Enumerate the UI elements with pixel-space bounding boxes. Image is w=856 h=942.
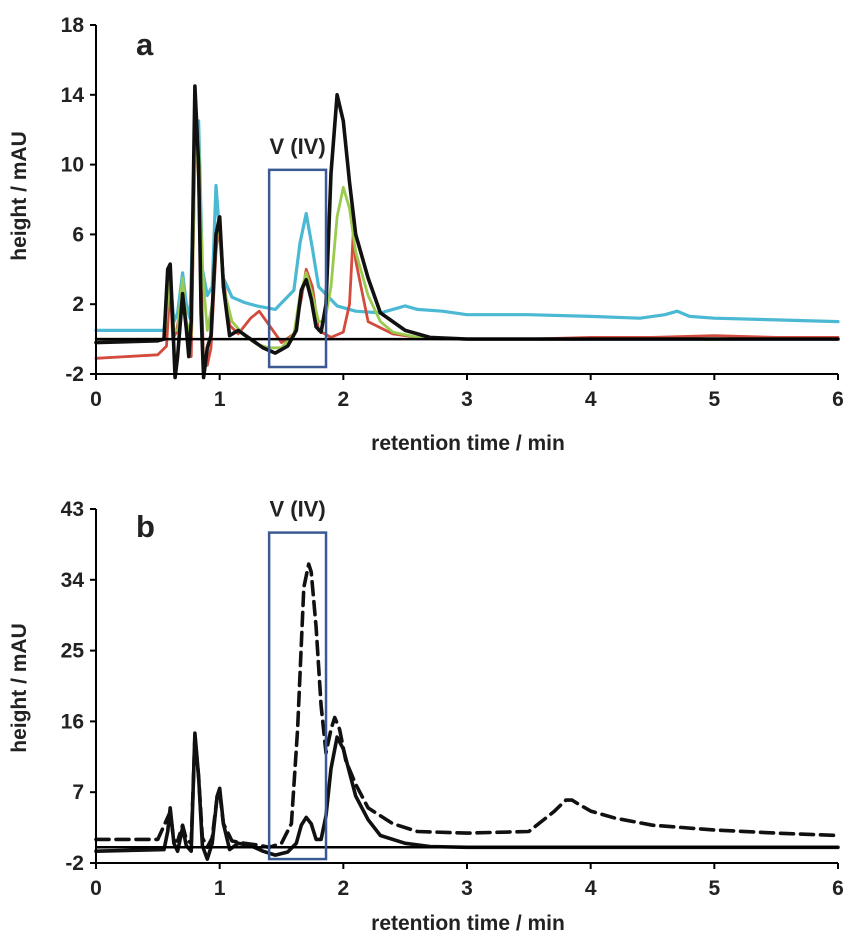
panel-a-y-axis-label: height / mAU bbox=[8, 131, 31, 261]
panel-b-x-axis-label: retention time / min bbox=[371, 912, 565, 935]
panel-a-y-tick-label: 2 bbox=[72, 293, 84, 316]
panel-b-y-tick-label: 7 bbox=[72, 781, 84, 804]
panel-a-x-tick-label: 3 bbox=[461, 388, 473, 411]
panel-a-y-tick-label: 10 bbox=[61, 154, 84, 177]
panel-b-x-tick-label: 3 bbox=[461, 877, 473, 900]
panel-a-y-tick-label: -2 bbox=[65, 363, 84, 386]
panel-a-chart: -2 2 6 10 14 18 0 1 2 3 4 5 6 V (IV) a retention ti… bbox=[8, 14, 844, 455]
panel-a-y-ticks: -2 2 6 10 14 18 bbox=[61, 14, 96, 386]
panel-b-x-tick-label: 6 bbox=[832, 877, 844, 900]
panel-b-y-tick-label: 34 bbox=[61, 569, 85, 592]
panel-a-series-line-4 bbox=[94, 84, 840, 380]
panel-b-x-tick-label: 5 bbox=[708, 877, 720, 900]
panel-b-x-tick-label: 1 bbox=[214, 877, 226, 900]
panel-b-letter: b bbox=[136, 509, 155, 544]
panel-b-x-tick-label: 4 bbox=[585, 877, 597, 900]
panel-a-x-ticks: 0 1 2 3 4 5 6 bbox=[90, 374, 844, 411]
panel-b-x-tick-label: 0 bbox=[90, 877, 102, 900]
panel-b-y-tick-label: 16 bbox=[61, 710, 84, 733]
panel-a-x-tick-label: 1 bbox=[214, 388, 226, 411]
panel-b-series-group bbox=[94, 562, 840, 861]
panel-a-series-line-3 bbox=[94, 137, 840, 350]
panel-a-x-tick-label: 4 bbox=[585, 388, 597, 411]
panel-a-y-tick-label: 14 bbox=[61, 84, 85, 107]
panel-a-x-tick-label: 5 bbox=[708, 388, 720, 411]
panel-b-y-tick-label: 43 bbox=[61, 498, 84, 521]
panel-a-letter: a bbox=[136, 27, 154, 62]
panel-b-y-ticks: -2 7 16 25 34 43 bbox=[61, 498, 96, 875]
panel-b-annotation-label: V (IV) bbox=[269, 497, 325, 522]
panel-a-series-group bbox=[94, 84, 840, 380]
panel-a-annotation-box bbox=[267, 168, 328, 369]
panel-a-y-tick-label: 18 bbox=[61, 14, 85, 37]
panel-a-x-tick-label: 0 bbox=[90, 388, 102, 411]
panel-b-y-tick-label: -2 bbox=[65, 852, 84, 875]
panel-a-annotation-label: V (IV) bbox=[269, 134, 325, 159]
panel-b-annotation-box bbox=[267, 531, 328, 861]
panel-a-x-tick-label: 6 bbox=[832, 388, 844, 411]
panel-a-x-tick-label: 2 bbox=[337, 388, 349, 411]
panel-b-series-line-2 bbox=[94, 562, 840, 850]
panel-b-x-tick-label: 2 bbox=[337, 877, 349, 900]
panel-a-series-line-1 bbox=[94, 119, 840, 332]
panel-b-series-line-1 bbox=[94, 731, 840, 861]
panel-b-x-ticks: 0 1 2 3 4 5 6 bbox=[90, 863, 844, 900]
panel-a-series-line-2 bbox=[94, 145, 840, 367]
panel-b-y-axis-label: height / mAU bbox=[8, 623, 31, 753]
panel-a-x-axis-label: retention time / min bbox=[371, 432, 565, 455]
panel-a-y-tick-label: 6 bbox=[72, 223, 84, 246]
panel-b-y-tick-label: 25 bbox=[61, 640, 85, 663]
